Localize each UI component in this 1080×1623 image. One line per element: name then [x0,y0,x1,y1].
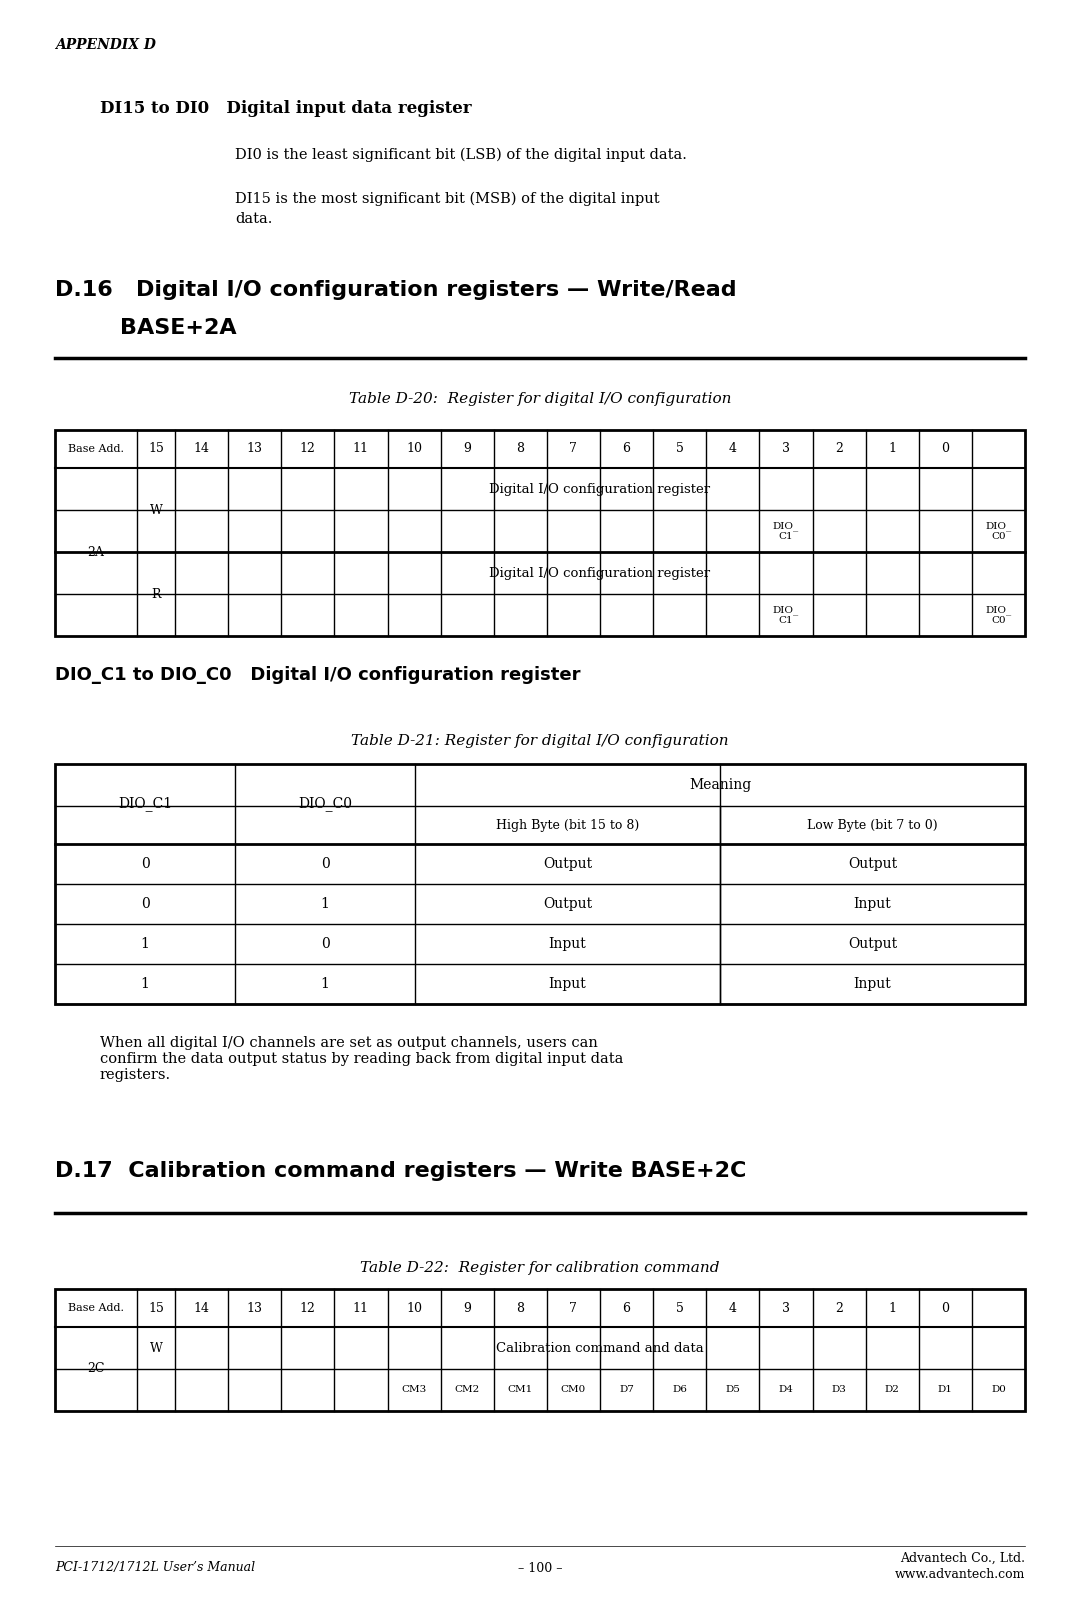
Text: Meaning: Meaning [689,777,751,792]
Text: Input: Input [549,936,586,951]
Text: Table D-22:  Register for calibration command: Table D-22: Register for calibration com… [361,1261,719,1276]
Text: Base Add.: Base Add. [68,1303,124,1313]
Text: 2: 2 [835,443,843,456]
Text: 7: 7 [569,443,578,456]
Text: Output: Output [543,898,592,911]
Text: Table D-21: Register for digital I/O configuration: Table D-21: Register for digital I/O con… [351,734,729,748]
Text: 7: 7 [569,1302,578,1315]
Text: Digital I/O configuration register: Digital I/O configuration register [489,482,711,495]
Text: Digital I/O configuration register: Digital I/O configuration register [489,566,711,579]
Text: DIO_
C1: DIO_ C1 [773,605,799,625]
Text: Base Add.: Base Add. [68,445,124,454]
Text: CM0: CM0 [561,1386,586,1394]
Bar [55,764,1025,1005]
Text: 14: 14 [193,443,210,456]
Text: CM1: CM1 [508,1386,532,1394]
Text: 1: 1 [140,936,149,951]
Text: D.16   Digital I/O configuration registers — Write/Read: D.16 Digital I/O configuration registers… [55,281,737,300]
Text: Output: Output [543,857,592,872]
Text: DIO_
C0: DIO_ C0 [985,521,1012,540]
Text: D4: D4 [779,1386,794,1394]
Text: 0: 0 [321,936,329,951]
Text: 0: 0 [321,857,329,872]
Text: 14: 14 [193,1302,210,1315]
Text: W: W [149,1342,162,1355]
Text: D0: D0 [991,1386,1005,1394]
Text: Input: Input [549,977,586,992]
Text: 11: 11 [353,443,369,456]
Bar [55,430,1025,636]
Text: D.17  Calibration command registers — Write BASE+2C: D.17 Calibration command registers — Wri… [55,1160,746,1182]
Text: 10: 10 [406,443,422,456]
Text: Advantech Co., Ltd.: Advantech Co., Ltd. [900,1552,1025,1565]
Text: 8: 8 [516,1302,524,1315]
Text: W: W [149,503,162,516]
Text: 10: 10 [406,1302,422,1315]
Text: 4: 4 [729,1302,737,1315]
Text: DI0 is the least significant bit (LSB) of the digital input data.: DI0 is the least significant bit (LSB) o… [235,148,687,162]
Text: 6: 6 [622,443,631,456]
Text: Input: Input [853,898,891,911]
Text: – 100 –: – 100 – [517,1561,563,1574]
Text: 1: 1 [888,443,896,456]
Text: 4: 4 [729,443,737,456]
Text: CM3: CM3 [402,1386,427,1394]
Text: High Byte (bit 15 to 8): High Byte (bit 15 to 8) [496,818,639,831]
Text: Input: Input [853,977,891,992]
Text: 13: 13 [246,443,262,456]
Text: 2C: 2C [87,1362,105,1376]
Text: 1: 1 [321,977,329,992]
Text: When all digital I/O channels are set as output channels, users can
confirm the : When all digital I/O channels are set as… [100,1035,623,1083]
Text: 1: 1 [888,1302,896,1315]
Text: 0: 0 [140,857,149,872]
Text: DIO_
C0: DIO_ C0 [985,605,1012,625]
Text: Output: Output [848,936,897,951]
Text: DIO_C1 to DIO_C0   Digital I/O configuration register: DIO_C1 to DIO_C0 Digital I/O configurati… [55,665,581,683]
Text: 15: 15 [148,443,164,456]
Text: 12: 12 [300,443,315,456]
Text: D1: D1 [937,1386,953,1394]
Text: 6: 6 [622,1302,631,1315]
Text: 11: 11 [353,1302,369,1315]
Text: Low Byte (bit 7 to 0): Low Byte (bit 7 to 0) [807,818,937,831]
Text: www.advantech.com: www.advantech.com [894,1568,1025,1581]
Text: data.: data. [235,213,272,226]
Text: D5: D5 [726,1386,740,1394]
Text: D6: D6 [672,1386,687,1394]
Text: 2A: 2A [87,545,105,558]
Text: 0: 0 [140,898,149,911]
Text: D3: D3 [832,1386,847,1394]
Text: BASE+2A: BASE+2A [120,318,237,338]
Bar [55,1289,1025,1410]
Text: 9: 9 [463,1302,471,1315]
Text: 8: 8 [516,443,524,456]
Text: Output: Output [848,857,897,872]
Text: 1: 1 [321,898,329,911]
Text: 1: 1 [140,977,149,992]
Text: 15: 15 [148,1302,164,1315]
Text: R: R [151,588,161,601]
Text: D2: D2 [885,1386,900,1394]
Text: 9: 9 [463,443,471,456]
Text: CM2: CM2 [455,1386,480,1394]
Text: 0: 0 [942,443,949,456]
Text: 13: 13 [246,1302,262,1315]
Text: 0: 0 [942,1302,949,1315]
Text: DI15 is the most significant bit (MSB) of the digital input: DI15 is the most significant bit (MSB) o… [235,192,660,206]
Text: 3: 3 [782,443,789,456]
Text: DIO_
C1: DIO_ C1 [773,521,799,540]
Text: 12: 12 [300,1302,315,1315]
Text: 5: 5 [676,1302,684,1315]
Text: PCI-1712/1712L User’s Manual: PCI-1712/1712L User’s Manual [55,1561,255,1574]
Text: Table D-20:  Register for digital I/O configuration: Table D-20: Register for digital I/O con… [349,393,731,406]
Text: DI15 to DI0   Digital input data register: DI15 to DI0 Digital input data register [100,101,472,117]
Text: 5: 5 [676,443,684,456]
Text: DIO_C0: DIO_C0 [298,797,352,812]
Text: 2: 2 [835,1302,843,1315]
Text: 3: 3 [782,1302,789,1315]
Text: D7: D7 [619,1386,634,1394]
Text: Calibration command and data: Calibration command and data [496,1342,704,1355]
Text: DIO_C1: DIO_C1 [118,797,172,812]
Text: APPENDIX D: APPENDIX D [55,37,156,52]
